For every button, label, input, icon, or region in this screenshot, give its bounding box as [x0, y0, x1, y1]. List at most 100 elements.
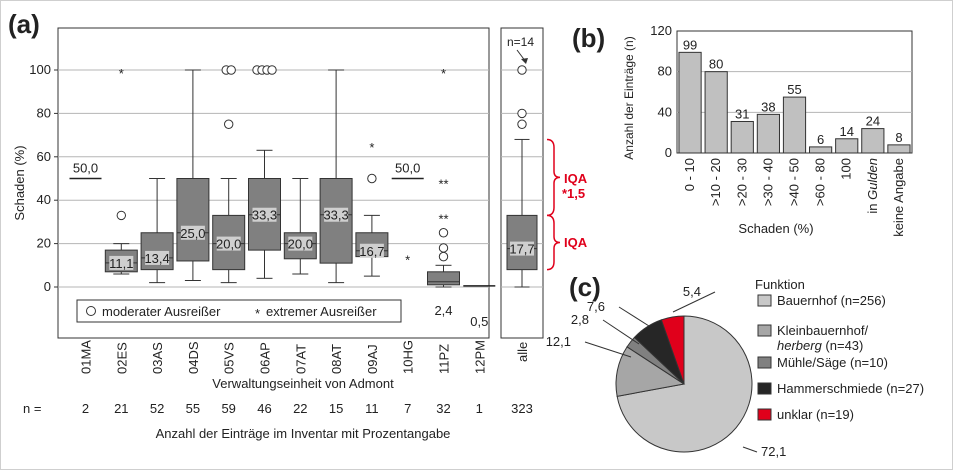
- pie-leader-line: [602, 319, 640, 345]
- median-label-bg: [288, 236, 313, 251]
- pie-value-label: 5,4: [683, 284, 701, 299]
- moderate-outlier: [224, 119, 234, 129]
- bar-category-label: keine Angabe: [891, 158, 906, 237]
- boxplot-y-axis-label: Schaden (%): [12, 145, 27, 220]
- moderate-outlier: [116, 210, 127, 221]
- box-12PM: 0,5: [463, 285, 496, 329]
- extreme-outlier-legend-icon: *: [255, 306, 260, 321]
- bar: [704, 71, 728, 154]
- median-label: 0,5: [470, 314, 488, 329]
- pie-legend-label: unklar (n=19): [777, 407, 854, 422]
- pie-value-label: 2,8: [571, 312, 589, 327]
- n-value-all: 323: [511, 401, 533, 416]
- moderate-outlier: [226, 65, 236, 75]
- bar-value-label: 38: [761, 99, 775, 114]
- n-row-caption: Anzahl der Einträge im Inventar mit Proz…: [156, 426, 451, 441]
- bar: [809, 146, 833, 154]
- n-value: 22: [293, 401, 307, 416]
- pie-value-label: 7,6: [587, 299, 605, 314]
- pie-value-label: 12,1: [546, 334, 571, 349]
- extreme-outlier: *: [369, 140, 374, 155]
- pie-legend-swatch: [757, 356, 772, 369]
- bar-value-label: 14: [839, 124, 853, 139]
- x-tick-label: 12PM: [472, 340, 487, 374]
- pie-chart: 72,1 12,12,87,6 5,4: [546, 284, 787, 459]
- median-label: 16,7: [359, 244, 384, 259]
- x-tick-label: 06AP: [258, 342, 273, 374]
- box-03AS: 13,4: [140, 178, 174, 284]
- n-row-prefix: n =: [23, 401, 41, 416]
- boxplot-y-ticks: 0 20 40 60 80 100: [29, 62, 58, 294]
- median-label: 50,0: [73, 161, 98, 176]
- median-label: 13,4: [144, 251, 169, 266]
- bar-x-axis-label: Schaden (%): [738, 221, 813, 236]
- y-tick-label: 60: [37, 149, 51, 164]
- iqr-box: [427, 271, 460, 286]
- n-value: 55: [186, 401, 200, 416]
- box-05VS: 20,0: [212, 65, 246, 284]
- bar-y-axis-label: Anzahl der Einträge (n): [622, 36, 636, 159]
- x-tick-label: 08AT: [329, 344, 344, 374]
- bar-value-label: 99: [683, 37, 697, 52]
- pie-legend: Bauernhof (n=256) Kleinbauernhof/herberg …: [757, 293, 924, 422]
- boxplot-x-axis-label: Verwaltungseinheit von Admont: [212, 376, 394, 391]
- bar-y-tick-label: 120: [650, 23, 672, 38]
- box-10HG: 50,0 *: [391, 161, 424, 268]
- y-tick-label: 20: [37, 236, 51, 251]
- pie-leader-line: [618, 306, 650, 327]
- bar: [678, 51, 702, 154]
- pie-value-label: 72,1: [761, 444, 786, 459]
- bar-value-label: 55: [787, 82, 801, 97]
- n-value: 15: [329, 401, 343, 416]
- iqr-box: [176, 178, 210, 262]
- boxplot-frame: [57, 27, 490, 339]
- x-tick-label: 11PZ: [437, 344, 452, 374]
- n-value: 52: [150, 401, 164, 416]
- x-tick-label: 04DS: [186, 341, 201, 374]
- n-value: 11: [365, 401, 379, 416]
- pie-legend-label-line2: herberg (n=43): [777, 338, 863, 353]
- moderate-outlier: [517, 108, 527, 119]
- pie-legend-swatch: [757, 408, 772, 421]
- median-label-bg: [109, 255, 134, 270]
- median-label: 33,3: [252, 208, 277, 223]
- boxplot-all-frame: [500, 27, 544, 339]
- moderate-outlier: [438, 243, 449, 253]
- bar-category-label: >60 - 80: [813, 158, 828, 206]
- x-tick-label: 02ES: [114, 342, 129, 374]
- median-label-bg: [324, 207, 349, 222]
- iqa-factor-label: *1,5: [562, 186, 585, 201]
- boxplot-boxes: 50,011,1*13,425,020,033,320,033,316,7*50…: [69, 65, 538, 329]
- n-row: 2 21 52 55 59 46 22 15 11 7 32 1 323: [82, 401, 533, 416]
- pie-legend-label: Kleinbauernhof/: [777, 323, 868, 338]
- moderate-outlier: [367, 173, 377, 184]
- extreme-outlier: **: [438, 177, 448, 192]
- bar-category-label: >30 - 40: [760, 158, 775, 206]
- x-tick-label: 03AS: [150, 342, 165, 374]
- median-label: 2,4: [434, 303, 452, 318]
- bar: [730, 120, 754, 154]
- extreme-outlier: *: [405, 253, 410, 268]
- box-04DS: 25,0: [176, 69, 210, 281]
- median-label-bg: [145, 250, 170, 265]
- bar-category-label: 0 - 10: [682, 158, 697, 191]
- pie-leader-line: [672, 291, 716, 313]
- box-11PZ: 2,4*****: [427, 66, 460, 318]
- moderate-outlier: [438, 228, 449, 238]
- iqa-extended-brace: [546, 138, 561, 217]
- bar-category-label: >20 - 30: [734, 158, 749, 206]
- median-label: 25,0: [180, 226, 205, 241]
- box-09AJ: 16,7 *: [355, 140, 389, 277]
- bar-category-label: in Gulden: [865, 158, 880, 214]
- boxplot-x-labels: 01MA 02ES 03AS 04DS 05VS 06AP 07AT 08AT 09AJ 10HG…: [79, 340, 531, 374]
- legend-moderate-label: moderater Ausreißer: [102, 304, 221, 319]
- moderate-outlier: [517, 119, 527, 129]
- pie-legend-label: Mühle/Säge (n=10): [777, 355, 888, 370]
- bar-category-label: 100: [839, 158, 854, 180]
- median-label-bg: [216, 236, 241, 251]
- moderate-outlier: [438, 251, 449, 262]
- n-value: 32: [436, 401, 450, 416]
- pie-slice: [660, 315, 685, 385]
